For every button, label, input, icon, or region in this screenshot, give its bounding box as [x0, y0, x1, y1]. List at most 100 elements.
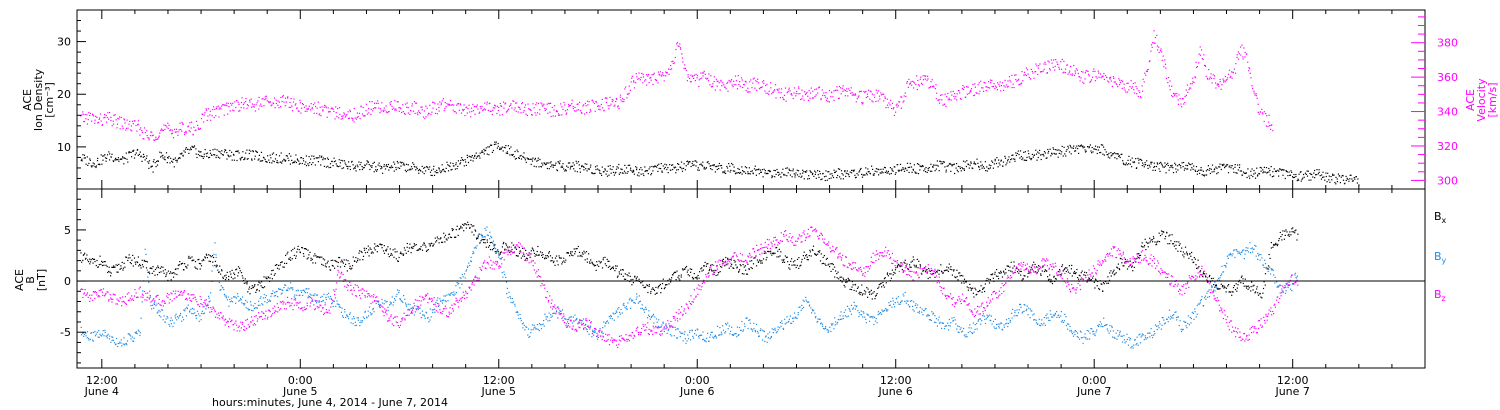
data-point	[192, 259, 194, 261]
data-point	[1201, 49, 1203, 51]
data-point	[932, 164, 935, 166]
data-point	[1090, 80, 1092, 82]
data-point	[765, 252, 767, 254]
data-point	[694, 80, 696, 82]
data-point	[696, 77, 698, 79]
data-point	[865, 172, 868, 174]
data-point	[1011, 87, 1013, 89]
data-point	[338, 159, 340, 161]
data-point	[1175, 244, 1177, 246]
data-point	[1046, 72, 1049, 74]
data-point	[1005, 84, 1007, 86]
data-point	[703, 265, 705, 267]
data-point	[759, 260, 761, 262]
data-point	[1083, 146, 1086, 148]
data-point	[1036, 272, 1038, 274]
data-point	[463, 108, 465, 110]
data-point	[770, 252, 772, 254]
data-point	[1245, 172, 1247, 174]
data-point	[517, 106, 519, 108]
data-point	[348, 161, 350, 163]
data-point	[1067, 145, 1069, 147]
data-point	[994, 271, 996, 273]
data-point	[615, 100, 617, 103]
data-point	[949, 98, 951, 101]
data-point	[364, 165, 366, 167]
data-point	[1255, 291, 1257, 293]
data-point	[334, 267, 336, 269]
data-point	[894, 173, 896, 175]
data-point	[550, 102, 552, 104]
data-point	[1058, 149, 1060, 151]
data-point	[360, 250, 362, 253]
data-point	[121, 345, 123, 347]
data-point	[173, 166, 175, 168]
data-point	[559, 163, 561, 165]
data-point	[204, 257, 206, 259]
data-point	[963, 88, 965, 91]
data-point	[879, 98, 881, 100]
data-point	[85, 257, 87, 259]
data-point	[1223, 79, 1225, 81]
data-point	[988, 164, 990, 166]
data-point	[1258, 173, 1261, 175]
data-point	[554, 164, 556, 166]
data-point	[993, 163, 995, 165]
data-point	[736, 266, 738, 268]
data-point	[245, 152, 247, 154]
data-point	[764, 251, 766, 253]
data-point	[716, 165, 718, 167]
data-point	[1080, 278, 1082, 280]
data-point	[1243, 172, 1245, 174]
data-point	[671, 68, 673, 70]
data-point	[466, 106, 468, 108]
data-point	[457, 165, 459, 167]
data-point	[662, 165, 664, 167]
data-point	[282, 94, 284, 97]
data-point	[325, 166, 327, 168]
data-point	[502, 243, 504, 245]
data-point	[1252, 175, 1254, 178]
data-point	[516, 255, 518, 257]
data-point	[869, 90, 871, 92]
data-point	[808, 89, 810, 92]
data-point	[750, 79, 752, 81]
data-point	[348, 117, 350, 119]
data-point	[1004, 86, 1006, 88]
data-point	[125, 152, 127, 154]
data-point	[356, 116, 358, 119]
data-point	[725, 172, 727, 175]
data-point	[846, 281, 848, 283]
data-point	[688, 162, 690, 164]
data-point	[739, 264, 741, 266]
data-point	[196, 268, 198, 270]
data-point	[825, 175, 827, 177]
data-point	[1079, 80, 1081, 82]
data-point	[271, 153, 273, 155]
series-by	[80, 226, 1299, 349]
data-point	[1256, 167, 1258, 169]
data-point	[788, 168, 790, 170]
data-point	[243, 282, 245, 284]
data-point	[261, 105, 263, 107]
data-point	[735, 172, 737, 174]
data-point	[1157, 240, 1159, 242]
data-point	[905, 168, 907, 170]
data-point	[675, 166, 677, 168]
data-point	[345, 164, 347, 166]
data-point	[256, 151, 258, 153]
data-point	[1083, 82, 1085, 84]
data-point	[1146, 242, 1149, 244]
data-point	[1013, 158, 1015, 160]
data-point	[535, 253, 537, 256]
data-point	[164, 269, 166, 271]
data-point	[330, 108, 332, 110]
data-point	[950, 266, 952, 268]
data-point	[133, 257, 136, 259]
data-point	[1213, 171, 1215, 173]
data-point	[978, 165, 980, 168]
data-point	[242, 103, 244, 106]
data-point	[884, 97, 886, 99]
data-point	[765, 259, 767, 261]
data-point	[556, 170, 559, 172]
